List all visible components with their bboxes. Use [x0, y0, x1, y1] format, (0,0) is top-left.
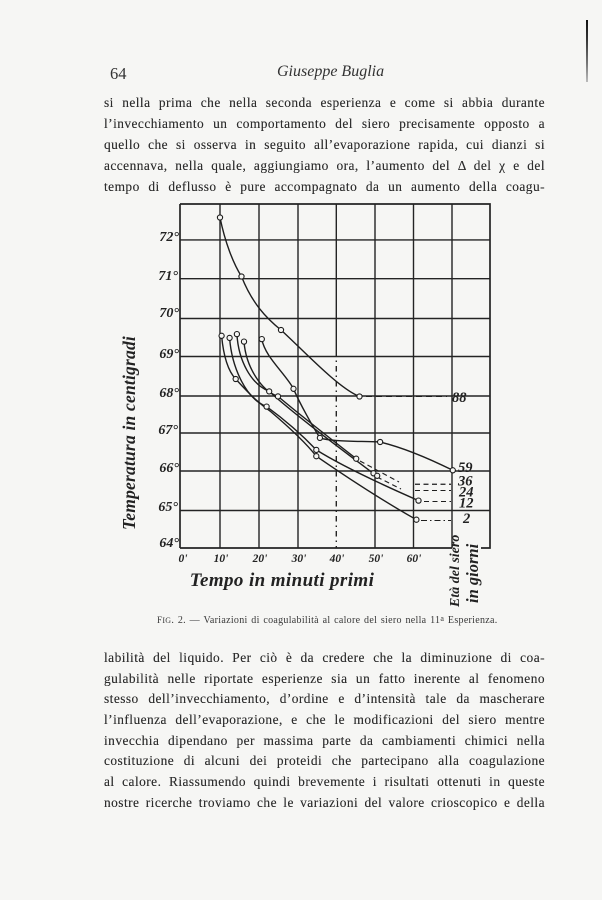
- svg-text:24: 24: [458, 485, 474, 501]
- svg-text:40': 40': [329, 553, 345, 565]
- svg-text:59: 59: [458, 460, 473, 476]
- svg-text:Temperatura in centigradi: Temperatura in centigradi: [119, 336, 139, 530]
- svg-text:in giorni: in giorni: [463, 543, 482, 603]
- svg-text:71°: 71°: [158, 269, 178, 284]
- svg-text:64°: 64°: [159, 536, 179, 551]
- svg-text:70°: 70°: [159, 306, 179, 321]
- svg-text:Età del siero: Età del siero: [448, 535, 463, 608]
- svg-text:69°: 69°: [159, 347, 179, 362]
- svg-text:68°: 68°: [159, 386, 179, 401]
- svg-text:88: 88: [452, 390, 467, 406]
- svg-text:67°: 67°: [158, 423, 178, 438]
- svg-text:30': 30': [291, 553, 307, 565]
- svg-text:66°: 66°: [159, 461, 179, 476]
- svg-text:Tempo in minuti primi: Tempo in minuti primi: [190, 570, 375, 591]
- svg-text:65°: 65°: [158, 500, 178, 515]
- svg-text:0': 0': [179, 553, 188, 565]
- svg-text:72°: 72°: [159, 230, 179, 245]
- svg-text:10': 10': [214, 553, 229, 565]
- svg-text:60': 60': [407, 553, 422, 565]
- svg-text:12: 12: [459, 496, 474, 512]
- svg-text:36: 36: [457, 474, 473, 490]
- svg-text:2: 2: [462, 511, 470, 527]
- svg-text:20': 20': [252, 553, 268, 565]
- svg-text:50': 50': [369, 553, 384, 565]
